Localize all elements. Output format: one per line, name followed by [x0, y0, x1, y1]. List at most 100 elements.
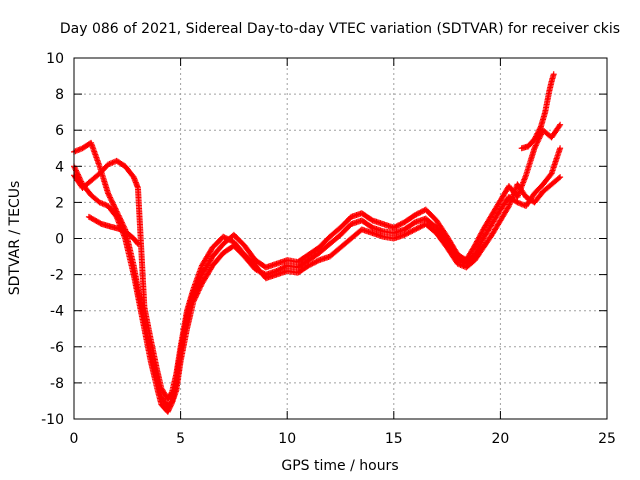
data-point — [308, 261, 315, 268]
data-point — [108, 197, 115, 204]
data-point — [392, 223, 399, 230]
data-point — [418, 208, 425, 215]
data-point — [74, 170, 81, 177]
data-point — [226, 237, 233, 244]
data-point — [306, 261, 313, 268]
data-point — [196, 284, 203, 291]
data-point — [390, 224, 397, 231]
data-point — [224, 235, 231, 242]
data-point — [194, 290, 201, 297]
data-point — [412, 226, 419, 233]
y-axis-label: SDTVAR / TECUs — [7, 181, 23, 296]
data-point — [413, 225, 420, 232]
data-point — [557, 145, 564, 152]
y-tick-label: -10 — [41, 412, 64, 428]
grid-lines — [74, 58, 607, 419]
data-point — [397, 221, 404, 228]
data-point — [532, 142, 539, 149]
data-point — [550, 71, 557, 78]
data-point — [105, 191, 112, 198]
data-point — [221, 234, 228, 241]
data-point — [408, 228, 415, 235]
data-point — [73, 168, 80, 175]
data-point — [404, 230, 411, 237]
y-tick-label: -6 — [50, 340, 64, 356]
data-point — [71, 164, 78, 171]
data-point — [72, 166, 79, 173]
data-point — [168, 401, 175, 408]
series-4 — [518, 71, 557, 152]
data-point — [536, 135, 543, 142]
data-point — [534, 139, 541, 146]
data-point — [134, 239, 141, 246]
data-point — [228, 237, 235, 244]
data-point — [416, 224, 423, 231]
data-point — [74, 171, 81, 178]
data-point — [168, 390, 175, 397]
x-tick-label: 20 — [491, 431, 509, 447]
series-3 — [85, 213, 141, 247]
data-point — [305, 262, 312, 269]
data-point — [225, 236, 232, 243]
data-point — [556, 123, 563, 130]
data-point — [405, 229, 412, 236]
data-point — [555, 175, 562, 182]
data-point — [111, 204, 118, 211]
data-points — [71, 71, 564, 415]
data-point — [105, 190, 112, 197]
data-point — [417, 209, 424, 216]
x-axis-label: GPS time / hours — [281, 458, 398, 474]
data-point — [107, 195, 114, 202]
data-point — [312, 259, 319, 266]
data-point — [538, 131, 545, 138]
data-point — [418, 223, 425, 230]
data-point — [313, 258, 320, 265]
data-point — [531, 145, 538, 152]
data-point — [396, 221, 403, 228]
data-point — [393, 223, 400, 230]
data-point — [220, 233, 227, 240]
data-point — [416, 210, 423, 217]
data-point — [414, 210, 421, 217]
y-tick-label: 0 — [55, 232, 64, 248]
data-point — [557, 121, 564, 128]
data-point — [534, 138, 541, 145]
y-tick-label: -4 — [50, 304, 64, 320]
data-point — [557, 174, 564, 181]
data-point — [310, 259, 317, 266]
data-point — [413, 211, 420, 218]
chart-title: Day 086 of 2021, Sidereal Day-to-day VTE… — [60, 21, 620, 37]
data-point — [533, 141, 540, 148]
data-point — [537, 132, 544, 139]
data-point — [532, 143, 539, 150]
y-tick-label: 10 — [46, 51, 64, 67]
data-point — [109, 198, 116, 205]
data-point — [194, 288, 201, 295]
data-point — [412, 212, 419, 219]
y-tick-label: 2 — [55, 195, 64, 211]
series-2 — [71, 157, 564, 403]
data-point — [414, 225, 421, 232]
data-point — [410, 227, 417, 234]
data-point — [134, 240, 141, 247]
data-point — [112, 207, 119, 214]
data-point — [536, 134, 543, 141]
y-axis-ticks: -10 -8 -6 -4 -2 0 2 4 6 8 10 — [41, 51, 607, 428]
data-point — [111, 202, 118, 209]
data-point — [110, 201, 117, 208]
data-point — [394, 222, 401, 229]
data-point — [112, 205, 119, 212]
y-tick-label: 4 — [55, 159, 64, 175]
x-tick-label: 0 — [70, 431, 79, 447]
data-point — [314, 257, 321, 264]
data-point — [401, 231, 408, 238]
y-tick-label: 6 — [55, 123, 64, 139]
data-point — [195, 287, 202, 294]
data-point — [406, 229, 413, 236]
x-axis-ticks: 0 5 10 15 20 25 — [70, 58, 616, 447]
data-point — [513, 198, 520, 205]
data-point — [109, 200, 116, 207]
x-tick-label: 25 — [598, 431, 616, 447]
